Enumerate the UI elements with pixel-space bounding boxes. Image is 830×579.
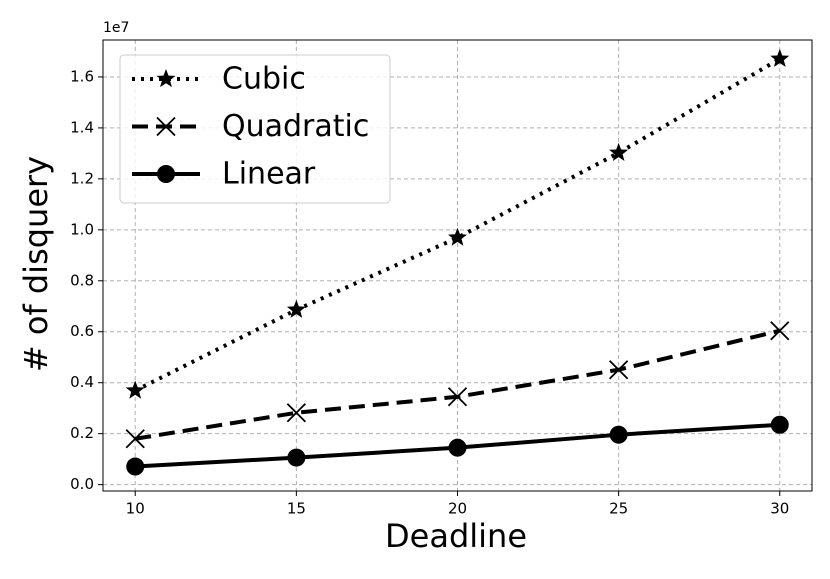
marker	[286, 299, 306, 318]
marker-stroke	[286, 403, 307, 423]
marker-stroke	[770, 321, 790, 341]
marker	[609, 142, 629, 161]
marker	[448, 438, 467, 457]
y-tick-label: 0.0	[70, 475, 94, 493]
y-tick-label: 0.4	[70, 373, 94, 391]
legend-box	[119, 54, 391, 204]
marker	[287, 448, 306, 467]
marker	[447, 387, 468, 407]
marker	[609, 425, 628, 444]
y-tick-label: 0.6	[70, 322, 94, 340]
marker	[770, 321, 790, 341]
x-axis-label: Deadline	[385, 517, 527, 555]
marker	[125, 380, 145, 399]
marker-stroke	[608, 360, 629, 380]
marker	[770, 48, 790, 67]
y-tick-label: 1.2	[70, 169, 94, 187]
legend-marker	[157, 165, 175, 183]
legend-label: Cubic	[222, 62, 306, 97]
marker	[286, 403, 307, 423]
y-tick-label: 1.0	[70, 220, 94, 238]
legend-label: Quadratic	[222, 109, 369, 144]
x-tick-label: 30	[770, 500, 789, 518]
y-tick-label: 1.6	[70, 67, 94, 85]
y-tick-label: 1.4	[70, 118, 94, 136]
y-tick-label: 0.8	[70, 271, 94, 289]
legend-marker	[156, 69, 176, 88]
marker	[126, 457, 145, 476]
legend-marker	[156, 116, 176, 137]
y-offset-label: 1e7	[103, 20, 129, 36]
x-tick-label: 25	[609, 500, 628, 518]
x-tick-label: 20	[448, 500, 467, 518]
marker	[125, 429, 145, 449]
y-axis-label: # of disquery	[17, 156, 55, 372]
x-tick-label: 10	[126, 500, 145, 518]
marker	[608, 360, 629, 380]
marker-stroke	[447, 387, 468, 407]
x-tick-label: 15	[287, 500, 306, 518]
marker	[448, 227, 467, 246]
legend-label: Linear	[222, 157, 316, 192]
plot-frame	[102, 39, 813, 492]
marker-stroke	[125, 429, 145, 449]
y-tick-label: 0.2	[70, 424, 94, 442]
marker	[770, 415, 789, 434]
